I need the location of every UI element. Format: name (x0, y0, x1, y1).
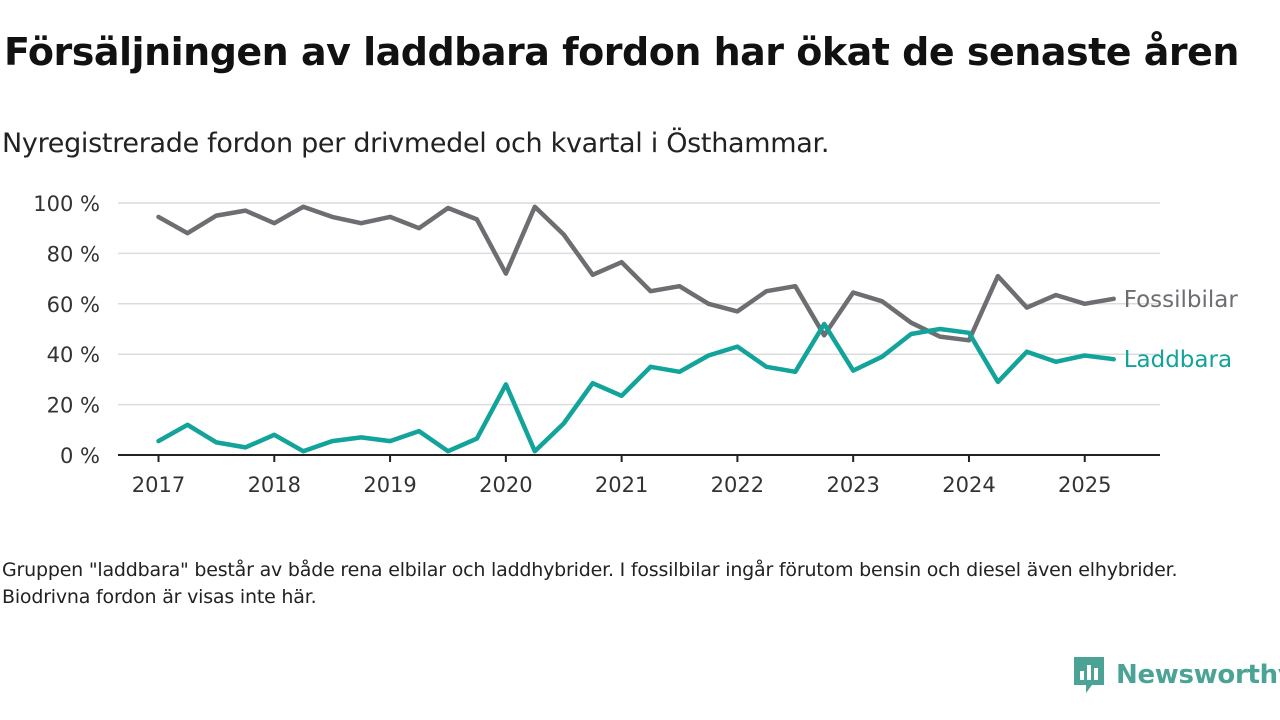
y-tick-label: 80 % (47, 242, 100, 266)
x-tick-label: 2021 (595, 473, 648, 497)
footnote: Gruppen "laddbara" består av både rena e… (2, 559, 1178, 608)
logo-text: Newsworthy (1116, 660, 1280, 690)
chart-subtitle: Nyregistrerade fordon per drivmedel och … (2, 128, 830, 159)
series-line-laddbara (156, 321, 1116, 454)
x-tick-label: 2025 (1058, 473, 1111, 497)
x-axis-ticks: 2017 2018 2019 2020 2021 2022 2023 2024 2025 (132, 455, 1111, 497)
y-tick-label: 100 % (33, 192, 100, 216)
y-tick-label: 0 % (60, 444, 100, 468)
line-chart: 0 % 20 % 40 % 60 % 80 % 100 % 2017 2018 2019 202… (33, 192, 1239, 497)
series-line-fossilbilar (156, 204, 1116, 343)
x-tick-label: 2023 (826, 473, 879, 497)
y-axis-ticks: 0 % 20 % 40 % 60 % 80 % 100 % (33, 192, 100, 468)
newsworthy-logo: Newsworthy (1072, 654, 1280, 696)
y-tick-label: 40 % (47, 343, 100, 367)
x-tick-label: 2018 (248, 473, 301, 497)
series-labels: Fossilbilar Laddbara (1124, 287, 1239, 373)
y-tick-label: 20 % (47, 394, 100, 418)
x-tick-label: 2022 (711, 473, 764, 497)
chart-title: Försäljningen av laddbara fordon har öka… (4, 30, 1239, 74)
y-tick-label: 60 % (47, 293, 100, 317)
series-label-fossilbilar: Fossilbilar (1124, 287, 1239, 313)
x-tick-label: 2017 (132, 473, 185, 497)
series-lines (156, 204, 1116, 454)
x-tick-label: 2019 (363, 473, 416, 497)
series-label-laddbara: Laddbara (1124, 347, 1232, 373)
newsworthy-chart-icon (1074, 657, 1104, 693)
x-tick-label: 2024 (942, 473, 995, 497)
x-tick-label: 2020 (479, 473, 532, 497)
grid-lines (118, 202, 1160, 456)
